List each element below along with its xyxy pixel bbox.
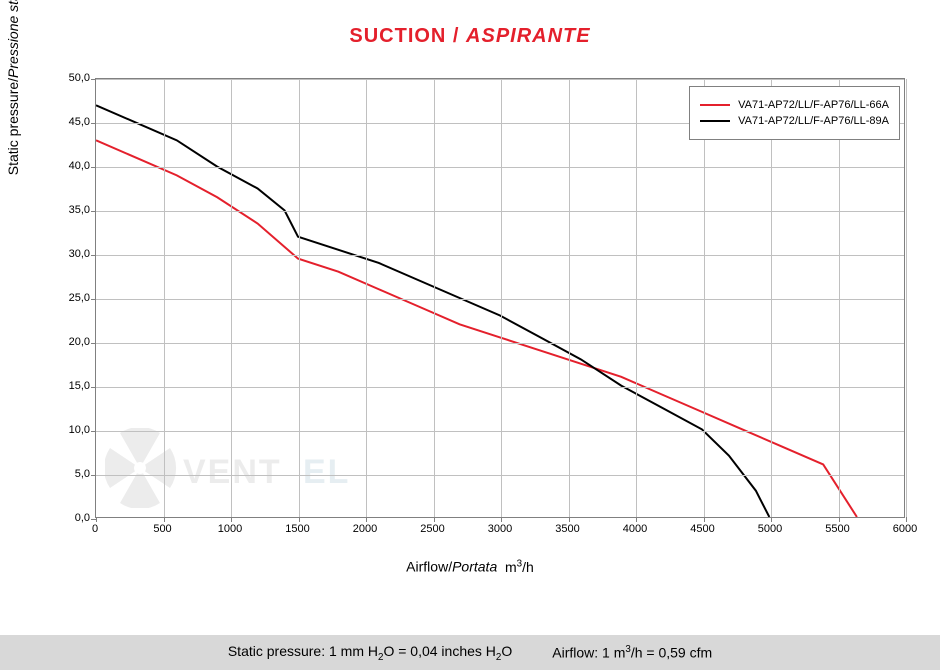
y-tick-label: 5,0 — [75, 468, 90, 480]
y-tick-label: 50,0 — [69, 72, 90, 84]
ylabel-italic: Pressione statica — [5, 0, 21, 78]
y-tick-label: 10,0 — [69, 424, 90, 436]
x-tick-label: 5500 — [825, 523, 849, 535]
legend-item-1: VA71-AP72/LL/F-AP76/LL-89A — [700, 115, 889, 127]
legend-item-0: VA71-AP72/LL/F-AP76/LL-66A — [700, 99, 889, 111]
title-italic: ASPIRANTE — [466, 25, 591, 47]
series-line-0 — [96, 140, 857, 517]
x-tick-label: 1500 — [285, 523, 309, 535]
legend-label-1: VA71-AP72/LL/F-AP76/LL-89A — [738, 115, 889, 127]
y-tick-label: 0,0 — [75, 512, 90, 524]
xlabel-unit: m3/h — [497, 559, 534, 575]
y-tick-label: 35,0 — [69, 204, 90, 216]
y-tick-label: 15,0 — [69, 380, 90, 392]
x-tick-label: 0 — [92, 523, 98, 535]
x-tick-label: 4000 — [623, 523, 647, 535]
y-tick-label: 20,0 — [69, 336, 90, 348]
x-tick-label: 2000 — [353, 523, 377, 535]
footer: Static pressure: 1 mm H2O = 0,04 inches … — [0, 635, 940, 670]
xlabel-main: Airflow — [406, 559, 448, 575]
ylabel-main: Static pressure — [5, 82, 21, 175]
x-tick-label: 500 — [153, 523, 171, 535]
xlabel-italic: Portata — [452, 559, 497, 575]
x-tick-label: 4500 — [690, 523, 714, 535]
x-tick-label: 3000 — [488, 523, 512, 535]
legend-swatch-1 — [700, 120, 730, 122]
x-tick-label: 6000 — [893, 523, 917, 535]
footer-left: Static pressure: 1 mm H2O = 0,04 inches … — [228, 643, 512, 663]
x-axis-title: Airflow/Portata m3/h — [406, 558, 534, 575]
y-tick-label: 30,0 — [69, 248, 90, 260]
title-main: SUCTION — [349, 25, 446, 47]
chart-container: VENT EL VA71-AP72/LL/F-AP76/LL-66A VA71-… — [0, 58, 940, 598]
ylabel-sep: / — [5, 78, 21, 82]
x-tick-label: 3500 — [555, 523, 579, 535]
title-sep: / — [446, 25, 466, 47]
chart-title: SUCTION / ASPIRANTE — [0, 0, 940, 58]
x-tick-label: 1000 — [218, 523, 242, 535]
y-tick-label: 45,0 — [69, 116, 90, 128]
legend-swatch-0 — [700, 104, 730, 106]
plot-area — [95, 78, 905, 518]
x-tick-label: 5000 — [758, 523, 782, 535]
legend: VA71-AP72/LL/F-AP76/LL-66A VA71-AP72/LL/… — [689, 86, 900, 140]
y-tick-label: 25,0 — [69, 292, 90, 304]
y-axis-title: Static pressure/Pressione statica mm H2O — [5, 0, 25, 175]
y-tick-label: 40,0 — [69, 160, 90, 172]
footer-right: Airflow: 1 m3/h = 0,59 cfm — [552, 644, 712, 661]
legend-label-0: VA71-AP72/LL/F-AP76/LL-66A — [738, 99, 889, 111]
x-tick-label: 2500 — [420, 523, 444, 535]
chart-lines — [96, 79, 904, 517]
